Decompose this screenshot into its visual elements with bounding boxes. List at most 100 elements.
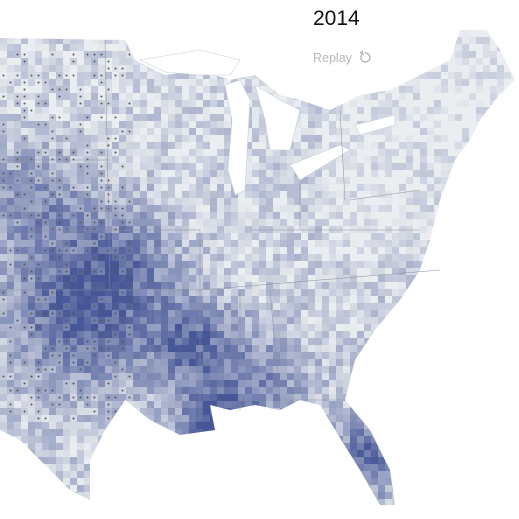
- county: [385, 345, 393, 353]
- county: [301, 205, 309, 213]
- county: [84, 303, 92, 311]
- county: [252, 310, 260, 318]
- county: [203, 128, 211, 136]
- county: [133, 191, 141, 199]
- county: [399, 184, 407, 192]
- county: [483, 373, 491, 381]
- county: [329, 282, 337, 290]
- county: [364, 86, 372, 94]
- county: [294, 275, 302, 283]
- county: [70, 170, 78, 178]
- county: [392, 380, 400, 388]
- no-data-dot: [93, 221, 96, 224]
- county: [350, 317, 358, 325]
- county: [511, 268, 515, 276]
- county: [140, 457, 148, 465]
- county: [434, 107, 442, 115]
- county: [70, 107, 78, 115]
- county: [308, 268, 316, 276]
- county: [427, 107, 435, 115]
- county: [462, 338, 470, 346]
- county: [252, 93, 260, 101]
- county: [35, 142, 43, 150]
- county: [168, 310, 176, 318]
- county: [252, 135, 260, 143]
- county: [483, 212, 491, 220]
- no-data-dot: [16, 319, 19, 322]
- county: [490, 72, 498, 80]
- county: [224, 44, 232, 52]
- county: [224, 401, 232, 409]
- county: [84, 233, 92, 241]
- county: [350, 415, 358, 423]
- county: [140, 212, 148, 220]
- county: [84, 198, 92, 206]
- county: [511, 436, 515, 444]
- county: [504, 212, 512, 220]
- no-data-dot: [121, 319, 124, 322]
- county: [378, 443, 386, 451]
- county: [399, 163, 407, 171]
- county: [14, 429, 22, 437]
- county: [35, 198, 43, 206]
- county: [196, 219, 204, 227]
- county: [175, 296, 183, 304]
- county: [182, 121, 190, 129]
- county: [231, 72, 239, 80]
- county: [273, 184, 281, 192]
- county: [392, 275, 400, 283]
- county: [469, 436, 477, 444]
- county: [406, 100, 414, 108]
- county: [105, 107, 113, 115]
- county: [308, 191, 316, 199]
- no-data-dot: [100, 151, 103, 154]
- county: [140, 422, 148, 430]
- county: [462, 51, 470, 59]
- county: [448, 51, 456, 59]
- county: [77, 37, 85, 45]
- county: [483, 79, 491, 87]
- county: [287, 443, 295, 451]
- county: [126, 275, 134, 283]
- county: [280, 226, 288, 234]
- county: [182, 163, 190, 171]
- county: [56, 121, 64, 129]
- county: [56, 261, 64, 269]
- county: [245, 387, 253, 395]
- county: [77, 373, 85, 381]
- county: [126, 310, 134, 318]
- county: [0, 387, 8, 395]
- county: [448, 30, 456, 38]
- county: [287, 394, 295, 402]
- county: [315, 198, 323, 206]
- county: [49, 107, 57, 115]
- county: [154, 177, 162, 185]
- county: [469, 114, 477, 122]
- county: [112, 177, 120, 185]
- county: [406, 303, 414, 311]
- county: [364, 212, 372, 220]
- county: [70, 65, 78, 73]
- county: [434, 289, 442, 297]
- county: [273, 457, 281, 465]
- county: [427, 331, 435, 339]
- county: [63, 142, 71, 150]
- county: [210, 135, 218, 143]
- county: [70, 233, 78, 241]
- county: [371, 317, 379, 325]
- county: [203, 415, 211, 423]
- county: [357, 345, 365, 353]
- county: [273, 324, 281, 332]
- county: [504, 422, 512, 430]
- county: [434, 198, 442, 206]
- county: [406, 65, 414, 73]
- county: [210, 44, 218, 52]
- county: [483, 422, 491, 430]
- county: [147, 450, 155, 458]
- county: [189, 422, 197, 430]
- county: [406, 394, 414, 402]
- county: [259, 219, 267, 227]
- county: [497, 107, 505, 115]
- county: [455, 268, 463, 276]
- county: [357, 65, 365, 73]
